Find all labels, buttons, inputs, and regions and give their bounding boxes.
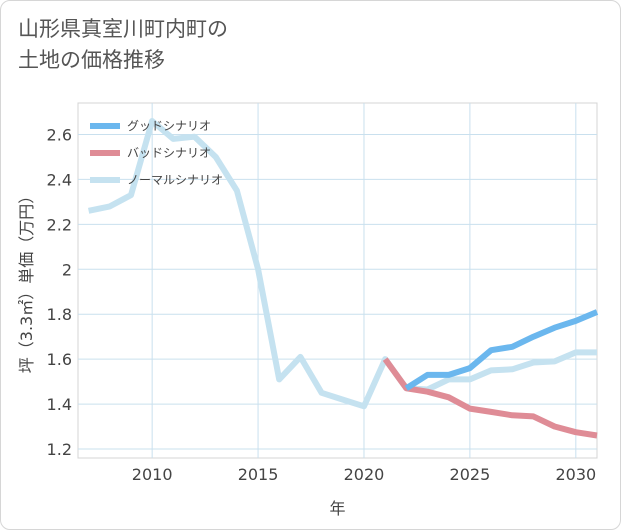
- grid-lines: [78, 103, 597, 458]
- chart-title: 山形県真室川町内町の 土地の価格推移: [18, 14, 438, 76]
- x-tick-label: 2025: [450, 465, 491, 484]
- y-tick-label: 1.2: [47, 440, 72, 459]
- y-tick-label: 2: [62, 260, 72, 279]
- x-axis-title: 年: [329, 499, 345, 518]
- y-tick-label: 1.4: [47, 395, 72, 414]
- x-tick-label: 2010: [132, 465, 173, 484]
- series-line: [404, 309, 599, 391]
- y-tick-label: 1.8: [47, 305, 72, 324]
- series-line: [87, 118, 597, 410]
- series-line: [382, 357, 598, 439]
- legend-label: ノーマルシナリオ: [127, 173, 223, 187]
- series-lines: [87, 118, 599, 439]
- legend-label: グッドシナリオ: [127, 119, 211, 133]
- x-tick-label: 2015: [238, 465, 279, 484]
- x-tick-label: 2030: [555, 465, 596, 484]
- y-tick-label: 2.6: [47, 125, 72, 144]
- y-tick-label: 2.4: [47, 170, 72, 189]
- y-axis-title: 坪（3.3㎡）単価（万円）: [17, 188, 36, 373]
- x-axis: 2010 2015 2020 2025 2030: [132, 465, 596, 484]
- title-line-2: 土地の価格推移: [18, 48, 165, 72]
- y-axis: 1.2 1.4 1.6 1.8 2 2.2 2.4 2.6: [47, 125, 72, 459]
- y-tick-label: 1.6: [47, 350, 72, 369]
- y-tick-label: 2.2: [47, 215, 72, 234]
- legend-label: バッドシナリオ: [127, 146, 211, 160]
- title-line-1: 山形県真室川町内町の: [18, 17, 228, 41]
- x-tick-label: 2020: [344, 465, 385, 484]
